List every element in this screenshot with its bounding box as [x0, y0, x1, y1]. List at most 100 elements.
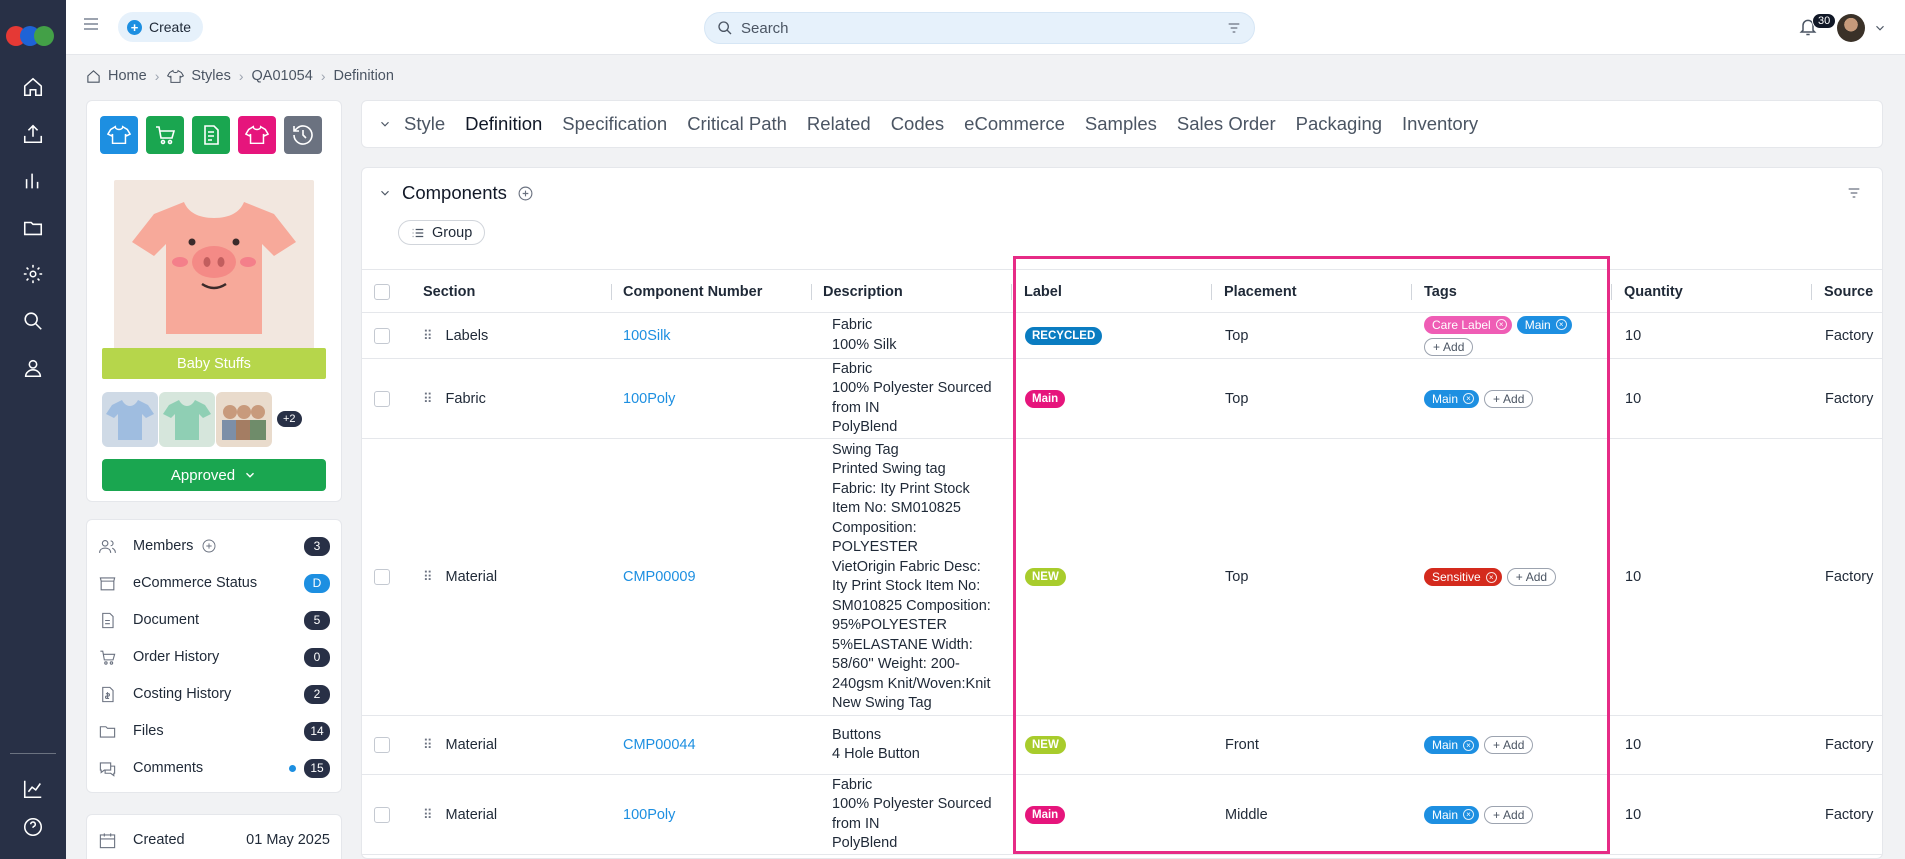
tab-critical-path[interactable]: Critical Path — [687, 113, 787, 134]
search-icon[interactable] — [18, 306, 48, 336]
breadcrumb-home[interactable]: Home — [86, 68, 147, 84]
search-input[interactable]: Search — [704, 12, 1255, 44]
remove-tag-icon[interactable]: × — [1555, 319, 1567, 330]
component-number-link[interactable]: 100Poly — [623, 390, 676, 407]
filter-icon[interactable] — [1846, 185, 1862, 201]
help-icon[interactable] — [18, 812, 48, 842]
product-image[interactable] — [114, 180, 314, 350]
ecommerce-status-row[interactable]: eCommerce Status D — [98, 572, 330, 594]
description-line: 100% Silk — [832, 336, 897, 353]
chevron-down-icon[interactable] — [378, 117, 392, 131]
upload-icon[interactable] — [18, 119, 48, 149]
add-component-icon[interactable] — [517, 185, 534, 202]
component-number-link[interactable]: 100Poly — [623, 806, 676, 823]
col-description[interactable]: Description — [823, 284, 903, 300]
drag-handle-icon[interactable]: ⠿ — [423, 569, 434, 584]
add-tag-button[interactable]: + Add — [1484, 389, 1534, 408]
drag-handle-icon[interactable]: ⠿ — [423, 390, 434, 406]
costing-history-row[interactable]: Costing History 2 — [98, 683, 330, 705]
select-all-checkbox[interactable] — [374, 284, 390, 300]
settings-icon[interactable] — [18, 259, 48, 289]
tab-packaging[interactable]: Packaging — [1295, 113, 1383, 134]
tag-chip[interactable]: Main × — [1424, 805, 1480, 824]
col-section[interactable]: Section — [423, 284, 476, 300]
files-row[interactable]: Files 14 — [98, 720, 330, 742]
tab-specification[interactable]: Specification — [562, 113, 668, 134]
tab-definition[interactable]: Definition — [465, 113, 543, 134]
user-avatar[interactable] — [1837, 14, 1865, 42]
source-cell: Factory — [1825, 716, 1873, 774]
tab-sales-order[interactable]: Sales Order — [1176, 113, 1276, 134]
thumbnail-green-onesie[interactable] — [159, 392, 215, 447]
comments-row[interactable]: Comments 15 — [98, 757, 330, 779]
remove-tag-icon[interactable]: × — [1463, 739, 1475, 751]
style-action-button[interactable] — [100, 116, 138, 154]
tab-samples[interactable]: Samples — [1084, 113, 1157, 134]
remove-tag-icon[interactable]: × — [1495, 319, 1507, 330]
tag-chip[interactable]: Care Label × — [1424, 315, 1512, 334]
add-member-icon[interactable] — [201, 538, 217, 554]
drag-handle-icon[interactable]: ⠿ — [423, 737, 434, 752]
home-icon[interactable] — [18, 72, 48, 102]
component-number-link[interactable]: CMP00009 — [623, 569, 696, 585]
drag-handle-icon[interactable]: ⠿ — [423, 327, 434, 343]
col-component-number[interactable]: Component Number — [623, 284, 763, 300]
row-checkbox[interactable] — [374, 806, 390, 823]
members-row[interactable]: Members 3 — [98, 535, 330, 557]
row-checkbox[interactable] — [374, 737, 390, 753]
thumbnail-babies-photo[interactable] — [216, 392, 272, 447]
add-tag-button[interactable]: + Add — [1506, 568, 1557, 586]
row-checkbox[interactable] — [374, 569, 390, 585]
tab-style[interactable]: Style — [404, 113, 446, 134]
component-number-link[interactable]: 100Silk — [623, 327, 671, 344]
menu-toggle-icon[interactable] — [84, 18, 98, 30]
remove-tag-icon[interactable]: × — [1485, 571, 1497, 583]
tab-inventory[interactable]: Inventory — [1402, 113, 1479, 134]
tag-chip[interactable]: Main × — [1516, 315, 1572, 334]
group-button[interactable]: Group — [398, 220, 486, 245]
thumbnail-blue-onesie[interactable] — [102, 392, 158, 447]
add-tag-button[interactable]: + Add — [1484, 805, 1534, 824]
breadcrumb-styles[interactable]: Styles — [167, 68, 231, 84]
tab-codes[interactable]: Codes — [890, 113, 945, 134]
remove-tag-icon[interactable]: × — [1463, 809, 1475, 820]
row-checkbox[interactable] — [374, 390, 390, 407]
costing-action-button[interactable] — [192, 116, 230, 154]
col-label[interactable]: Label — [1024, 284, 1062, 300]
col-tags[interactable]: Tags — [1424, 284, 1457, 300]
order-history-row[interactable]: Order History 0 — [98, 646, 330, 668]
tag-chip[interactable]: Main × — [1424, 389, 1480, 408]
col-quantity[interactable]: Quantity — [1624, 284, 1683, 300]
col-placement[interactable]: Placement — [1224, 284, 1297, 300]
row-checkbox[interactable] — [374, 327, 390, 344]
placement-cell: Top — [1225, 439, 1248, 715]
history-action-button[interactable] — [284, 116, 322, 154]
create-button[interactable]: + Create — [118, 12, 204, 42]
sample-action-button[interactable] — [238, 116, 276, 154]
tag-chip[interactable]: Sensitive × — [1424, 568, 1502, 586]
add-tag-button[interactable]: + Add — [1424, 337, 1474, 356]
component-number-link[interactable]: CMP00044 — [623, 737, 696, 753]
chevron-down-icon[interactable] — [1873, 21, 1887, 35]
document-row[interactable]: Document 5 — [98, 609, 330, 631]
tab-ecommerce[interactable]: eCommerce — [964, 113, 1065, 134]
status-dropdown[interactable]: Approved — [102, 459, 326, 491]
notifications-button[interactable]: 30 — [1798, 13, 1837, 40]
col-source[interactable]: Source — [1824, 284, 1874, 300]
folder-icon[interactable] — [18, 213, 48, 243]
order-action-button[interactable] — [146, 116, 184, 154]
add-tag-button[interactable]: + Add — [1484, 736, 1534, 754]
user-icon[interactable] — [18, 353, 48, 383]
tag-chip[interactable]: Main × — [1424, 736, 1480, 754]
app-logo[interactable] — [6, 26, 60, 46]
cart-icon — [100, 650, 116, 665]
tab-related[interactable]: Related — [806, 113, 871, 134]
chevron-down-icon[interactable] — [378, 186, 392, 200]
reports-icon[interactable] — [18, 166, 48, 196]
drag-handle-icon[interactable]: ⠿ — [423, 806, 434, 822]
breadcrumb-style-code[interactable]: QA01054 — [252, 68, 313, 84]
remove-tag-icon[interactable]: × — [1463, 393, 1475, 404]
more-images-badge[interactable]: +2 — [277, 411, 302, 427]
filter-icon[interactable] — [1226, 20, 1242, 36]
analytics-icon[interactable] — [18, 774, 48, 804]
